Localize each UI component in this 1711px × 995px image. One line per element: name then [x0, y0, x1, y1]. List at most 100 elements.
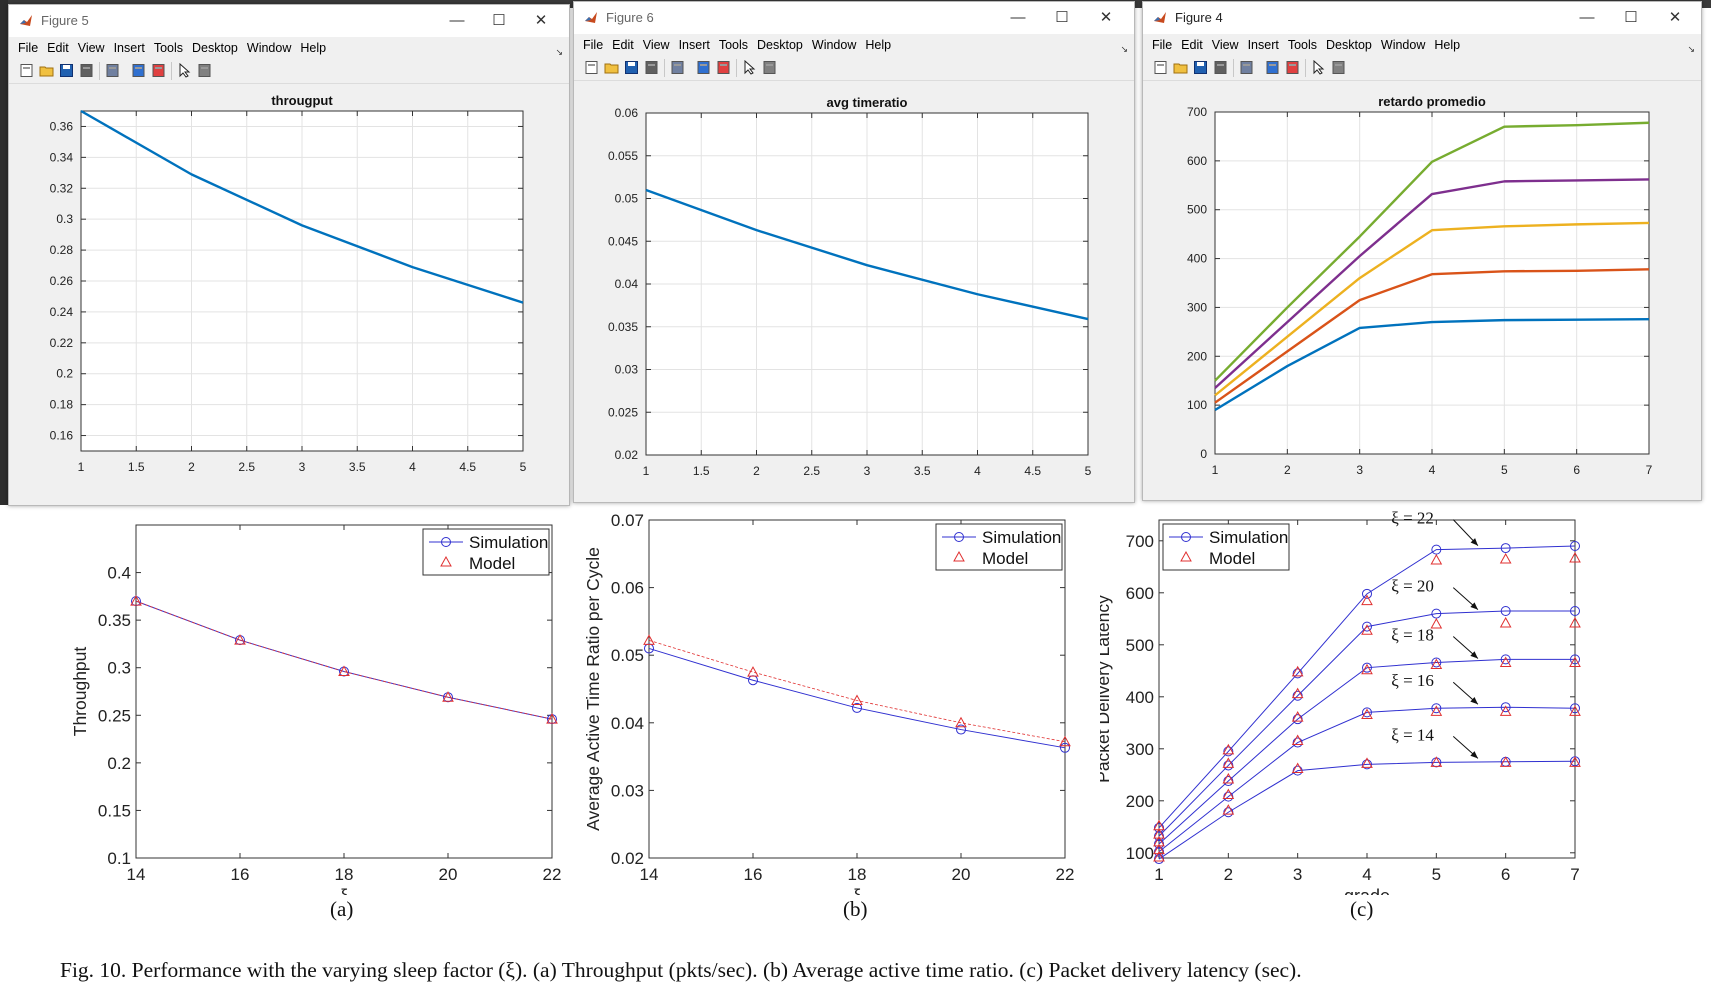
title-bar[interactable]: Figure 5 — ☐ ✕: [9, 5, 569, 37]
x-tick-label: 1.5: [128, 460, 145, 474]
toolbar-separator: [664, 59, 665, 77]
legend-sim-marker: [954, 532, 964, 542]
close-button[interactable]: ✕: [1668, 9, 1682, 26]
subfigure-label-a: (a): [330, 897, 354, 921]
open-folder-icon[interactable]: [604, 60, 619, 75]
save-icon[interactable]: [1193, 60, 1208, 75]
menu-help[interactable]: Help: [1434, 38, 1461, 52]
y-tick-label: 400: [1126, 688, 1154, 707]
x-axis-label: ξ: [340, 886, 348, 895]
insert-legend-icon[interactable]: [716, 60, 731, 75]
dock-arrow-icon[interactable]: ↘: [1120, 44, 1128, 54]
property-editor-icon[interactable]: [197, 63, 212, 78]
new-file-icon[interactable]: [584, 60, 599, 75]
title-bar[interactable]: Figure 6 — ☐ ✕: [574, 2, 1134, 34]
menu-desktop[interactable]: Desktop: [192, 41, 238, 55]
axes-frame: [645, 112, 1089, 456]
property-editor-icon[interactable]: [1331, 60, 1346, 75]
save-icon[interactable]: [59, 63, 74, 78]
y-tick-label: 700: [1187, 105, 1207, 119]
simulation-point: [1500, 654, 1511, 665]
pointer-icon[interactable]: [1311, 60, 1326, 75]
model-point: [546, 713, 558, 724]
menu-edit[interactable]: Edit: [47, 41, 69, 55]
link-plot-icon[interactable]: [696, 60, 711, 75]
maximize-button[interactable]: ☐: [1624, 9, 1638, 26]
x-tick-label: 6: [1573, 463, 1580, 477]
print-preview-icon[interactable]: [670, 60, 685, 75]
print-icon[interactable]: [644, 60, 659, 75]
minimize-button[interactable]: —: [1010, 9, 1026, 26]
print-icon[interactable]: [1213, 60, 1228, 75]
figure-window-5[interactable]: Figure 5 — ☐ ✕ File Edit View Insert Tools De…: [8, 4, 570, 506]
print-preview-icon[interactable]: [1239, 60, 1254, 75]
legend-sim-marker: [1181, 532, 1191, 542]
model-line: [648, 639, 1066, 743]
maximize-button[interactable]: ☐: [1055, 9, 1069, 26]
maximize-button[interactable]: ☐: [492, 12, 506, 29]
menu-help[interactable]: Help: [865, 38, 892, 52]
link-plot-icon[interactable]: [131, 63, 146, 78]
y-tick-label: 0.04: [611, 714, 644, 733]
model-point: [1499, 705, 1512, 716]
x-tick-label: 2: [188, 460, 195, 474]
pointer-icon[interactable]: [177, 63, 192, 78]
dock-arrow-icon[interactable]: ↘: [1687, 44, 1695, 54]
chart-title: avg timeratio: [827, 95, 908, 110]
title-bar[interactable]: Figure 4 — ☐ ✕: [1143, 2, 1701, 34]
new-file-icon[interactable]: [19, 63, 34, 78]
dock-arrow-icon[interactable]: ↘: [555, 47, 563, 57]
menu-tools[interactable]: Tools: [1287, 38, 1318, 52]
figure-window-6[interactable]: Figure 6 — ☐ ✕ File Edit View Insert Tools De…: [573, 1, 1135, 503]
menu-insert[interactable]: Insert: [1247, 38, 1279, 52]
close-button[interactable]: ✕: [534, 12, 548, 29]
model-point: [1569, 551, 1581, 563]
print-preview-icon[interactable]: [105, 63, 120, 78]
insert-legend-icon[interactable]: [151, 63, 166, 78]
close-button[interactable]: ✕: [1099, 9, 1113, 26]
figure-window-4[interactable]: Figure 4 — ☐ ✕ File Edit View Insert Tools De…: [1142, 1, 1702, 501]
menu-desktop[interactable]: Desktop: [1326, 38, 1372, 52]
model-point: [1153, 835, 1165, 847]
minimize-button[interactable]: —: [449, 12, 465, 29]
menu-view[interactable]: View: [642, 38, 670, 52]
minimize-button[interactable]: —: [1579, 9, 1595, 26]
insert-legend-icon[interactable]: [1285, 60, 1300, 75]
menu-insert[interactable]: Insert: [678, 38, 710, 52]
print-icon[interactable]: [79, 63, 94, 78]
y-tick-label: 0.26: [50, 274, 74, 288]
model-point: [1569, 705, 1581, 716]
open-folder-icon[interactable]: [39, 63, 54, 78]
menu-help[interactable]: Help: [300, 41, 327, 55]
legend-sim-marker: [441, 537, 451, 547]
menu-edit[interactable]: Edit: [1181, 38, 1203, 52]
menu-desktop[interactable]: Desktop: [757, 38, 803, 52]
menu-view[interactable]: View: [77, 41, 105, 55]
menu-file[interactable]: File: [18, 41, 39, 55]
menu-window[interactable]: Window: [1380, 38, 1426, 52]
model-point: [1291, 711, 1304, 722]
y-tick-label: 0.06: [611, 579, 644, 598]
menu-insert[interactable]: Insert: [113, 41, 145, 55]
open-folder-icon[interactable]: [1173, 60, 1188, 75]
x-tick-label: 3: [1293, 865, 1302, 884]
save-icon[interactable]: [624, 60, 639, 75]
new-file-icon[interactable]: [1153, 60, 1168, 75]
model-point: [1291, 734, 1304, 745]
menu-tools[interactable]: Tools: [718, 38, 749, 52]
menu-edit[interactable]: Edit: [612, 38, 634, 52]
link-plot-icon[interactable]: [1265, 60, 1280, 75]
menu-window[interactable]: Window: [246, 41, 292, 55]
property-editor-icon[interactable]: [762, 60, 777, 75]
simulation-line: [1158, 760, 1576, 860]
menu-tools[interactable]: Tools: [153, 41, 184, 55]
menu-view[interactable]: View: [1211, 38, 1239, 52]
axes-frame: [648, 519, 1066, 859]
menu-file[interactable]: File: [1152, 38, 1173, 52]
simulation-point: [1431, 657, 1442, 668]
menu-file[interactable]: File: [583, 38, 604, 52]
annotation-label: ξ = 20: [1391, 577, 1434, 596]
pointer-icon[interactable]: [742, 60, 757, 75]
plot-area: [136, 525, 552, 858]
menu-window[interactable]: Window: [811, 38, 857, 52]
